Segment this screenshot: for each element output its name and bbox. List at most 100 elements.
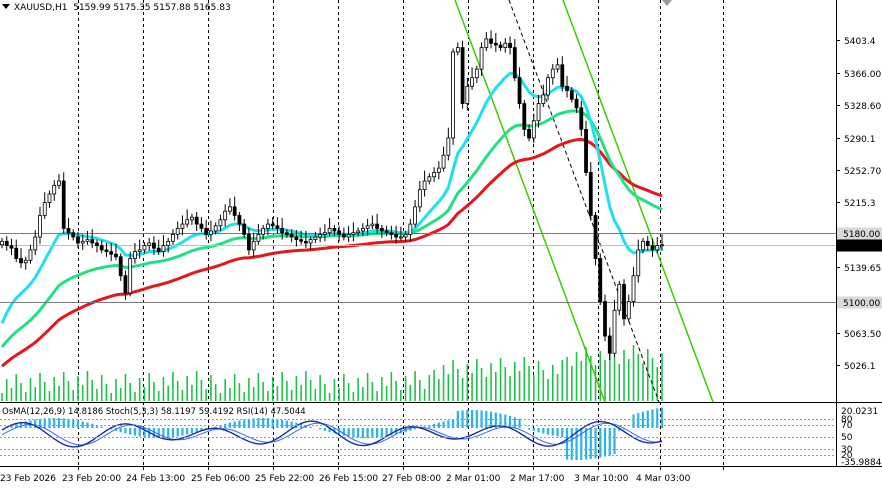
time-label: 4 Mar 03:00 — [636, 474, 691, 484]
candlesticks — [0, 30, 664, 361]
candle-body — [365, 225, 370, 229]
candle-body — [645, 240, 650, 247]
candle-body — [76, 236, 80, 244]
candle-body — [199, 223, 204, 229]
candle-body — [38, 215, 42, 238]
candle-body — [156, 247, 161, 253]
candle-body — [61, 180, 66, 229]
candle-body — [95, 242, 99, 247]
candle-body — [593, 215, 598, 259]
candle-body — [579, 107, 584, 130]
indicator-tick-label: 20 — [841, 451, 853, 461]
candle-body — [80, 240, 85, 244]
candle-body — [341, 234, 346, 238]
chart-shift-marker[interactable] — [662, 0, 672, 6]
price-tick-label: 5328.60 — [844, 102, 881, 112]
candle-body — [185, 219, 190, 225]
candle-body — [531, 120, 536, 139]
candle-body — [190, 216, 194, 221]
candle-body — [332, 227, 337, 232]
price-tick-label: 5252.70 — [844, 167, 881, 177]
indicator-pane — [0, 407, 836, 460]
candle-body — [569, 90, 574, 100]
candle-body — [660, 244, 664, 247]
candle-body — [19, 258, 23, 264]
candle-body — [517, 77, 522, 104]
candle-body — [14, 247, 19, 259]
candle-body — [631, 275, 636, 302]
candle-body — [541, 94, 546, 104]
candle-body — [455, 47, 460, 53]
candle-body — [379, 227, 384, 232]
indicator-header-text: OsMA(12,26,9) 14.8186 Stoch(5,3,3) 58.11… — [2, 407, 306, 417]
candle-body — [493, 42, 498, 46]
dropdown-triangle-icon[interactable] — [2, 4, 10, 9]
indicator-tick-label: 70 — [841, 421, 853, 431]
candle-body — [232, 206, 237, 216]
candle-body — [337, 230, 342, 235]
candle-body — [465, 85, 470, 104]
candle-body — [588, 172, 593, 216]
volume-bars — [1, 345, 663, 401]
candle-body — [0, 240, 4, 246]
candle-body — [313, 236, 318, 240]
candle-body — [194, 216, 199, 225]
candle-body — [436, 167, 441, 173]
time-label: 23 Feb 2026 — [0, 474, 56, 484]
price-tick-label: 5026.1 — [844, 362, 876, 372]
candle-body — [152, 242, 156, 249]
candle-body — [565, 85, 569, 92]
time-label: 23 Feb 20:00 — [62, 474, 121, 484]
candle-body — [204, 227, 209, 235]
candle-body — [560, 64, 565, 87]
candle-body — [218, 219, 223, 227]
candle-body — [47, 193, 52, 203]
candle-body — [603, 301, 607, 337]
symbol-label: XAUUSD,H1 — [14, 3, 68, 13]
candle-body — [137, 249, 142, 253]
time-axis: 23 Feb 2026 23 Feb 20:00 24 Feb 13:00 25 Fe… — [0, 466, 724, 484]
candle-body — [546, 77, 550, 96]
candle-body — [85, 239, 90, 242]
candle-body — [209, 230, 213, 235]
candle-body — [327, 227, 332, 234]
candle-body — [479, 47, 484, 70]
candle-body — [4, 240, 9, 247]
candle-body — [408, 223, 413, 235]
candle-body — [109, 251, 114, 255]
time-label: 27 Feb 08:00 — [382, 474, 441, 484]
candle-body — [251, 240, 256, 251]
candle-body — [237, 215, 242, 225]
candle-body — [166, 240, 171, 247]
candle-body — [247, 234, 251, 251]
candle-body — [550, 68, 555, 79]
candle-body — [52, 184, 57, 195]
candle-body — [28, 249, 33, 261]
candle-body — [617, 283, 622, 311]
candle-body — [275, 225, 280, 229]
candle-body — [223, 210, 228, 221]
candle-body — [403, 234, 408, 238]
channel-line-upper — [562, 0, 714, 403]
candle-body — [308, 239, 313, 244]
candle-body — [175, 227, 180, 235]
candle-body — [128, 258, 133, 294]
candle-body — [584, 128, 588, 173]
stochastic-signal-line — [1, 422, 663, 446]
candle-body — [299, 239, 304, 242]
candle-body — [417, 189, 422, 208]
candle-body — [303, 240, 308, 244]
candle-body — [655, 245, 660, 251]
price-tick-label: 5403.4 — [844, 37, 876, 47]
candle-body — [375, 223, 380, 229]
candle-body — [432, 172, 436, 178]
stochastic-main-line — [1, 420, 663, 448]
candle-body — [612, 309, 617, 354]
indicator-min-label: -35.9884 — [841, 458, 882, 468]
candle-body — [636, 249, 641, 277]
candle-body — [57, 180, 61, 186]
price-level-label: 5180.00 — [843, 230, 880, 240]
candle-body — [99, 245, 104, 251]
current-price-tag — [837, 239, 882, 252]
